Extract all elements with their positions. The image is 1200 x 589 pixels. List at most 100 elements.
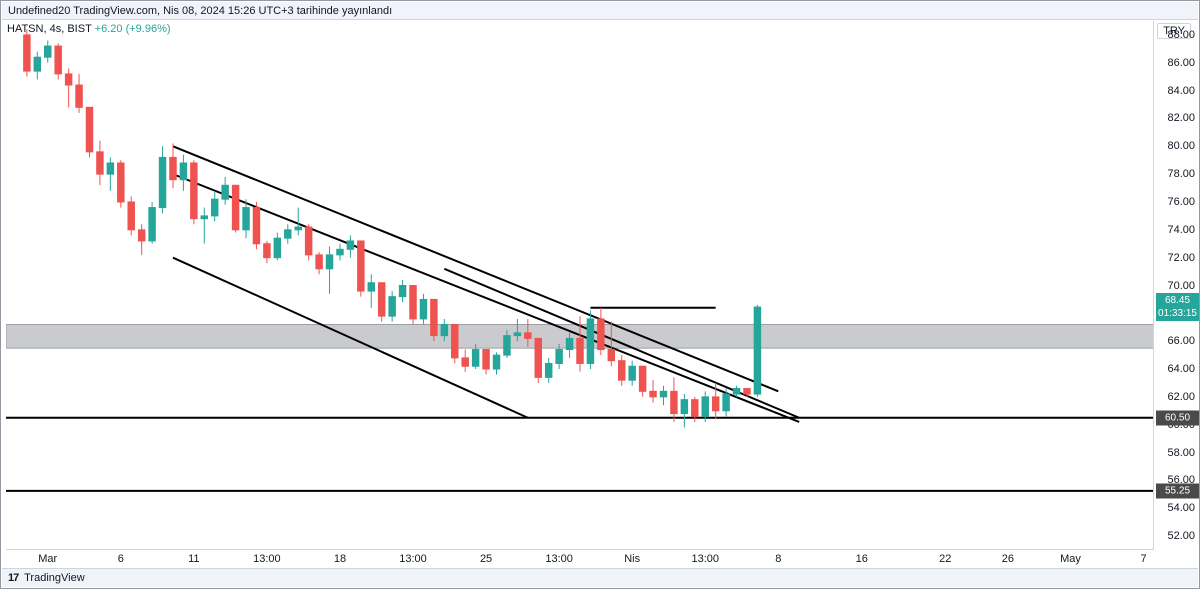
y-tick-label: 66.00: [1167, 335, 1195, 347]
candle-body: [368, 283, 374, 291]
candle-body: [285, 230, 291, 238]
candle-body: [118, 163, 124, 202]
price-tag: 68.4501:33:15: [1156, 293, 1199, 321]
candle-body: [149, 208, 155, 241]
candle-body: [347, 241, 353, 249]
y-tick-label: 54.00: [1167, 502, 1195, 514]
candle-body: [598, 319, 604, 350]
candle-body: [399, 286, 405, 297]
candle-body: [535, 338, 541, 377]
y-tick-label: 84.00: [1167, 85, 1195, 97]
y-tick-label: 76.00: [1167, 196, 1195, 208]
candle-body: [326, 255, 332, 269]
candle-body: [545, 363, 551, 377]
candle-body: [452, 324, 458, 357]
candle-body: [378, 283, 384, 316]
candle-body: [671, 391, 677, 413]
channel-line: [173, 174, 799, 422]
candle-body: [431, 299, 437, 335]
footer-brand: TradingView: [24, 572, 85, 584]
candle-body: [504, 336, 510, 355]
candle-body: [305, 227, 311, 255]
footer-bar: 17 TradingView: [2, 568, 1198, 587]
y-tick-label: 88.00: [1167, 29, 1195, 41]
y-tick-label: 72.00: [1167, 252, 1195, 264]
candle-body: [55, 46, 61, 74]
y-axis[interactable]: 52.0054.0056.0058.0060.0062.0064.0066.00…: [1153, 21, 1199, 550]
price-tag: 55.25: [1156, 483, 1199, 498]
y-tick-label: 70.00: [1167, 280, 1195, 292]
candle-body: [733, 389, 739, 395]
candle-body: [243, 208, 249, 230]
candle-body: [660, 391, 666, 397]
y-tick-label: 78.00: [1167, 168, 1195, 180]
candle-body: [566, 338, 572, 349]
x-tick-label: 22: [939, 553, 951, 565]
x-tick-label: 11: [188, 553, 199, 565]
y-tick-label: 82.00: [1167, 112, 1195, 124]
candle-body: [76, 85, 82, 107]
candle-body: [170, 157, 176, 179]
candle-body: [608, 350, 614, 361]
candle-body: [191, 163, 197, 219]
candle-body: [723, 394, 729, 411]
candle-body: [180, 163, 186, 180]
x-tick-label: Mar: [38, 553, 57, 565]
candle-body: [295, 227, 301, 230]
candle-body: [358, 241, 364, 291]
y-tick-label: 58.00: [1167, 447, 1195, 459]
y-tick-label: 64.00: [1167, 363, 1195, 375]
x-tick-label: 8: [775, 553, 781, 565]
x-axis[interactable]: Mar61113:001813:002513:00Nis13:008162226…: [6, 549, 1154, 570]
y-tick-label: 80.00: [1167, 140, 1195, 152]
x-tick-label: 7: [1141, 553, 1147, 565]
candle-body: [232, 185, 238, 230]
candle-body: [712, 397, 718, 411]
candle-body: [744, 389, 750, 395]
x-tick-label: 13:00: [399, 553, 427, 565]
candle-body: [702, 397, 708, 416]
candle-body: [274, 238, 280, 257]
candle-body: [138, 230, 144, 241]
candle-body: [472, 350, 478, 367]
candle-body: [525, 333, 531, 339]
candle-body: [577, 338, 583, 363]
candle-body: [264, 244, 270, 258]
candle-body: [650, 391, 656, 397]
x-tick-label: 6: [118, 553, 124, 565]
candle-body: [483, 350, 489, 369]
publish-header-bar: Undefined20 TradingView.com, Nis 08, 202…: [2, 2, 1198, 20]
candle-body: [222, 185, 228, 199]
candle-body: [201, 216, 207, 219]
price-tag: 60.50: [1156, 410, 1199, 425]
candle-body: [629, 366, 635, 380]
candle-body: [128, 202, 134, 230]
chart-canvas[interactable]: [6, 21, 1154, 550]
candle-body: [211, 199, 217, 216]
x-tick-label: May: [1060, 553, 1081, 565]
y-tick-label: 74.00: [1167, 224, 1195, 236]
x-tick-label: 13:00: [545, 553, 573, 565]
x-tick-label: 18: [334, 553, 346, 565]
candle-body: [462, 358, 468, 366]
x-tick-label: 26: [1002, 553, 1014, 565]
candle-body: [107, 163, 113, 174]
y-tick-label: 62.00: [1167, 391, 1195, 403]
candle-body: [65, 74, 71, 85]
candle-body: [24, 35, 30, 71]
candle-body: [692, 400, 698, 417]
candle-body: [639, 366, 645, 391]
x-tick-label: 16: [856, 553, 868, 565]
y-tick-label: 52.00: [1167, 530, 1195, 542]
candle-body: [556, 350, 562, 364]
candle-body: [681, 400, 687, 414]
candle-body: [410, 286, 416, 319]
tv-logo-icon: 17: [8, 572, 19, 584]
candle-body: [420, 299, 426, 318]
candle-body: [514, 333, 520, 336]
y-tick-label: 86.00: [1167, 57, 1195, 69]
candle-body: [587, 319, 593, 364]
candle-body: [316, 255, 322, 269]
x-tick-label: Nis: [624, 553, 640, 565]
candle-body: [441, 324, 447, 335]
